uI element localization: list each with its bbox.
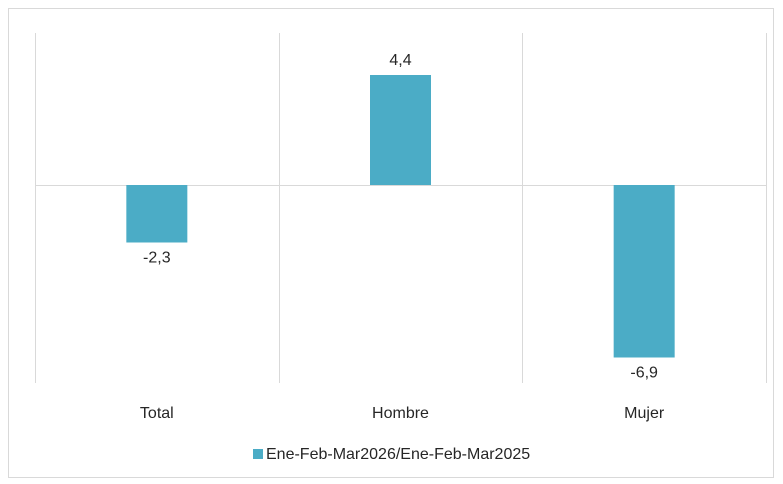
category-label: Hombre	[372, 405, 429, 422]
data-label: -6,9	[630, 365, 658, 382]
bar-total	[126, 185, 188, 243]
category-labels: Total Hombre Mujer	[140, 405, 665, 422]
category-label: Mujer	[624, 405, 665, 422]
bars	[126, 75, 675, 358]
legend: Ene-Feb-Mar2026/Ene-Feb-Mar2025	[253, 446, 530, 463]
legend-label: Ene-Feb-Mar2026/Ene-Feb-Mar2025	[266, 446, 530, 463]
bar-mujer	[613, 185, 675, 358]
data-label: 4,4	[389, 52, 411, 69]
bar-hombre	[370, 75, 431, 185]
chart-frame: -2,3 4,4 -6,9 Total Hombre Mujer Ene-Feb-Mar…	[8, 8, 774, 478]
category-label: Total	[140, 405, 174, 422]
bar-chart: -2,3 4,4 -6,9 Total Hombre Mujer Ene-Feb-Mar…	[35, 33, 767, 463]
legend-swatch	[253, 449, 263, 459]
data-label: -2,3	[143, 250, 171, 267]
data-labels: -2,3 4,4 -6,9	[143, 52, 658, 382]
